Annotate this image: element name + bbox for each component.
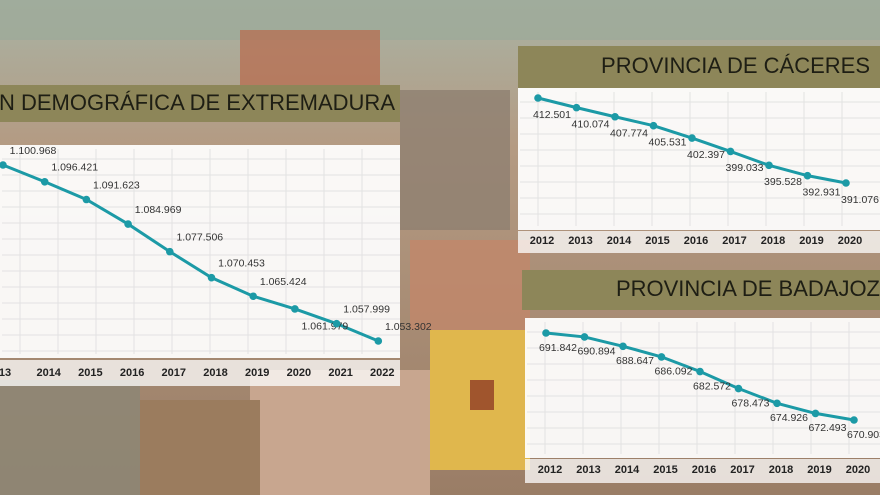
data-point bbox=[657, 353, 666, 361]
x-tick-label: 2013 bbox=[568, 235, 592, 247]
chart-2-frame bbox=[518, 46, 880, 253]
data-label: 691.842 bbox=[539, 342, 577, 354]
data-point bbox=[734, 384, 743, 393]
data-label: 686.092 bbox=[655, 366, 693, 378]
x-tick-label: 2020 bbox=[846, 464, 870, 476]
data-point bbox=[0, 161, 7, 169]
data-label: 1.091.623 bbox=[93, 179, 140, 191]
x-tick-label: 2016 bbox=[684, 235, 708, 247]
x-tick-label: 2018 bbox=[203, 367, 227, 379]
data-point bbox=[688, 134, 696, 142]
data-label: 412.501 bbox=[533, 109, 571, 121]
x-tick-label: 2017 bbox=[162, 367, 186, 379]
data-label: 405.531 bbox=[649, 136, 687, 148]
data-label: 402.397 bbox=[687, 149, 725, 161]
data-point bbox=[332, 319, 341, 328]
data-point bbox=[580, 333, 589, 341]
data-label: 1.053.302 bbox=[385, 321, 432, 333]
data-point bbox=[696, 367, 704, 376]
data-label: 395.528 bbox=[764, 176, 802, 188]
chart-title: UCIÓN DEMOGRÁFICA DE EXTREMADURA bbox=[0, 90, 395, 115]
x-tick-label: 2021 bbox=[328, 367, 352, 379]
data-label: 392.931 bbox=[803, 186, 841, 198]
data-label: 1.096.421 bbox=[51, 162, 98, 174]
data-point bbox=[811, 409, 820, 418]
data-point bbox=[542, 329, 550, 337]
x-tick-label: 2015 bbox=[653, 464, 677, 476]
data-label: 682.572 bbox=[693, 380, 731, 392]
x-tick-label: 2020 bbox=[287, 367, 311, 379]
x-tick-label: 2015 bbox=[78, 367, 102, 379]
data-point bbox=[842, 179, 850, 187]
data-point bbox=[803, 171, 812, 180]
data-label: 670.903 bbox=[847, 429, 880, 441]
data-point bbox=[611, 112, 619, 121]
x-tick-label: 2016 bbox=[120, 367, 144, 379]
x-tick-label: 2017 bbox=[730, 464, 754, 476]
data-label: 1.061.979 bbox=[302, 321, 349, 333]
data-label: 690.894 bbox=[578, 346, 616, 358]
chart-title: PROVINCIA DE BADAJOZ bbox=[616, 276, 880, 301]
data-point bbox=[374, 337, 383, 345]
data-label: 674.926 bbox=[770, 412, 808, 424]
line-series bbox=[2, 163, 379, 343]
x-tick-label: 2014 bbox=[36, 367, 61, 379]
x-tick-label: 2019 bbox=[807, 464, 831, 476]
x-tick-label: 2014 bbox=[615, 464, 640, 476]
data-point bbox=[773, 399, 781, 408]
data-point bbox=[619, 342, 627, 351]
data-label: 410.074 bbox=[572, 118, 610, 130]
data-label: 391.076 bbox=[841, 194, 879, 206]
x-tick-label: 2019 bbox=[245, 367, 269, 379]
data-label: 1.077.506 bbox=[176, 231, 223, 243]
data-label: 1.057.999 bbox=[343, 303, 390, 315]
x-tick-label: 2017 bbox=[722, 235, 746, 247]
data-label: 399.033 bbox=[726, 162, 764, 174]
x-tick-label: 2022 bbox=[370, 367, 394, 379]
data-point bbox=[649, 121, 658, 130]
data-point bbox=[207, 273, 216, 282]
data-label: 1.070.453 bbox=[218, 257, 265, 269]
data-point bbox=[291, 305, 299, 313]
x-tick-label: 13 bbox=[0, 367, 11, 379]
data-label: 1.084.969 bbox=[135, 204, 182, 216]
x-tick-label: 2015 bbox=[645, 235, 669, 247]
data-point bbox=[765, 161, 773, 170]
data-label: 407.774 bbox=[610, 128, 648, 140]
x-tick-label: 2014 bbox=[607, 235, 632, 247]
data-label: 672.493 bbox=[809, 422, 847, 434]
data-point bbox=[82, 195, 91, 204]
x-tick-label: 2016 bbox=[692, 464, 716, 476]
x-tick-label: 2018 bbox=[761, 235, 785, 247]
data-point bbox=[40, 177, 49, 186]
data-label: 1.065.424 bbox=[260, 276, 307, 288]
x-tick-label: 2020 bbox=[838, 235, 862, 247]
data-label: 678.473 bbox=[732, 397, 770, 409]
data-point bbox=[572, 103, 581, 112]
x-tick-label: 2012 bbox=[538, 464, 562, 476]
data-point bbox=[534, 94, 542, 102]
data-point bbox=[726, 147, 735, 156]
chart-3-frame bbox=[522, 270, 880, 483]
data-label: 688.647 bbox=[616, 355, 654, 367]
data-label: 1.100.968 bbox=[10, 145, 57, 157]
data-point bbox=[124, 220, 132, 228]
chart-title: PROVINCIA DE CÁCERES bbox=[601, 53, 870, 78]
data-point bbox=[166, 247, 174, 256]
x-tick-label: 2018 bbox=[769, 464, 793, 476]
x-tick-label: 2019 bbox=[799, 235, 823, 247]
data-point bbox=[850, 416, 858, 424]
x-tick-label: 2013 bbox=[576, 464, 600, 476]
data-point bbox=[249, 292, 257, 301]
x-tick-label: 2012 bbox=[530, 235, 554, 247]
